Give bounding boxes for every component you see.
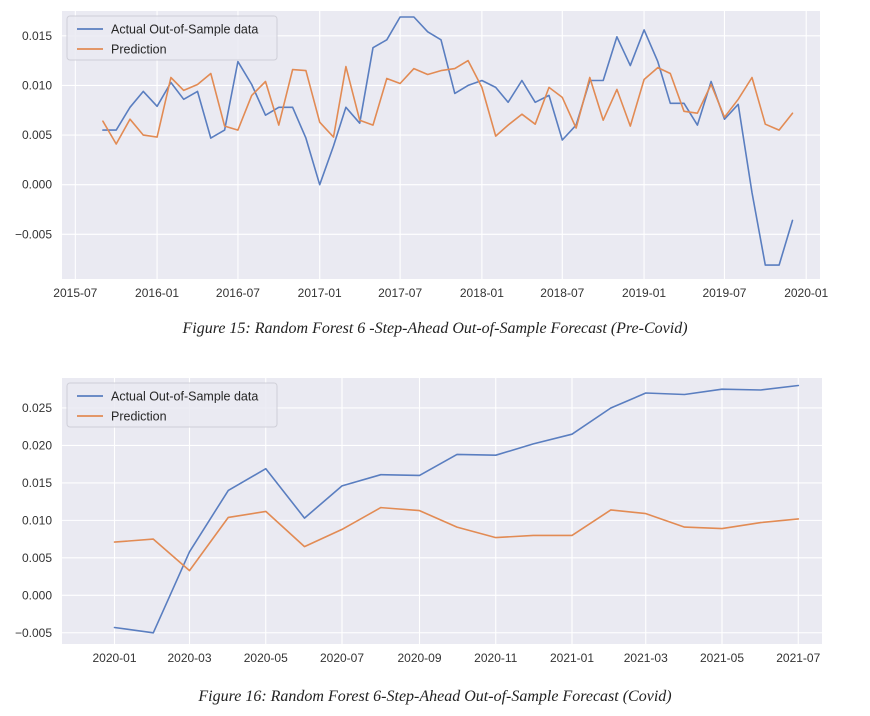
- chart-1-y-tick-label: −0.005: [15, 626, 52, 640]
- chart-0-x-tick-label: 2017-07: [378, 286, 422, 300]
- chart-1-x-tick-label: 2021-05: [700, 651, 744, 665]
- chart-1-y-tick-label: 0.005: [22, 551, 52, 565]
- figure-15-chart: −0.005 0.000 0.005 0.010 0.015 2015-07 2016-01…: [15, 11, 829, 300]
- chart-0-x-tick-label: 2018-07: [540, 286, 584, 300]
- chart-1-x-tick-label: 2020-09: [397, 651, 441, 665]
- chart-0-legend-label: Actual Out-of-Sample data: [111, 23, 258, 37]
- chart-0-x-tick-label: 2019-01: [622, 286, 666, 300]
- chart-0-x-tick-label: 2017-01: [298, 286, 342, 300]
- chart-0-legend-box: [66, 15, 278, 61]
- figure-16-chart: −0.005 0.000 0.005 0.010 0.015 0.020 0.025 2020…: [15, 378, 822, 665]
- chart-0-legend-label: Prediction: [111, 43, 167, 57]
- chart-1-x-tick-label: 2020-03: [167, 651, 211, 665]
- chart-0-y-tick-label: 0.010: [22, 78, 52, 92]
- chart-1-y-tick-label: 0.000: [22, 588, 52, 602]
- figure-16-caption: Figure 16: Random Forest 6-Step-Ahead Ou…: [198, 688, 672, 705]
- chart-0-y-tick-label: −0.005: [15, 227, 52, 241]
- chart-1-x-tick-label: 2021-03: [624, 651, 668, 665]
- chart-0-x-tick-label: 2018-01: [460, 286, 504, 300]
- chart-0-y-tick-label: 0.005: [22, 128, 52, 142]
- chart-1-y-tick-label: 0.015: [22, 476, 52, 490]
- chart-1-x-tick-label: 2020-01: [92, 651, 136, 665]
- chart-0-x-tick-label: 2015-07: [53, 286, 97, 300]
- chart-0-x-tick-label: 2019-07: [702, 286, 746, 300]
- chart-1-legend: Actual Out-of-Sample data Prediction: [66, 382, 278, 428]
- chart-1-x-tick-label: 2020-07: [320, 651, 364, 665]
- chart-1-x-tick-label: 2021-07: [776, 651, 820, 665]
- chart-0-x-tick-label: 2016-01: [135, 286, 179, 300]
- chart-1-series-line-prediction: [113, 506, 800, 572]
- chart-1-x-tick-label: 2021-01: [550, 651, 594, 665]
- chart-0-series-line-prediction: [102, 59, 794, 145]
- chart-1-series-line-actual: [113, 384, 800, 634]
- chart-0-legend: Actual Out-of-Sample data Prediction: [66, 15, 278, 61]
- chart-1-x-tick-label: 2020-11: [474, 651, 517, 665]
- chart-0-y-tick-label: 0.015: [22, 29, 52, 43]
- chart-0-x-tick-label: 2020-01: [784, 286, 828, 300]
- chart-1-legend-box: [66, 382, 278, 428]
- chart-1-legend-label: Prediction: [111, 410, 167, 424]
- chart-0-y-tick-label: 0.000: [22, 178, 52, 192]
- chart-1-legend-label: Actual Out-of-Sample data: [111, 390, 258, 404]
- figure-15-caption: Figure 15: Random Forest 6 -Step-Ahead O…: [182, 320, 688, 337]
- chart-1-x-tick-label: 2020-05: [244, 651, 288, 665]
- chart-1-y-tick-label: 0.010: [22, 513, 52, 527]
- chart-1-y-tick-label: 0.025: [22, 401, 52, 415]
- chart-1-y-tick-label: 0.020: [22, 438, 52, 452]
- chart-0-x-tick-label: 2016-07: [216, 286, 260, 300]
- chart-0-series-line-actual: [102, 16, 794, 266]
